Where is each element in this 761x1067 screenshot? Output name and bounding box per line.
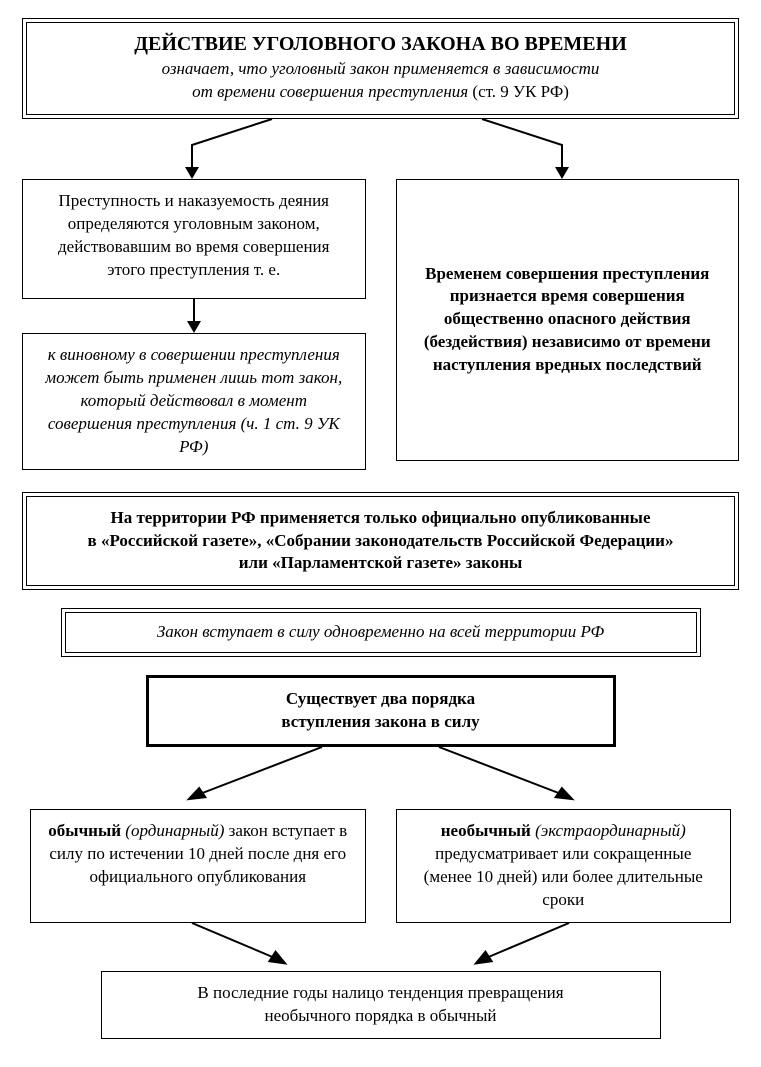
dual-box: Существует два порядка вступления закона…: [146, 675, 616, 747]
ordinary-bold: обычный: [48, 821, 121, 840]
pub-line2: в «Российской газете», «Собрании законод…: [41, 530, 720, 553]
right1-text: Временем совершения преступления признае…: [411, 263, 725, 378]
pub-box: На территории РФ применяется только офиц…: [22, 492, 739, 591]
simul-box: Закон вступает в силу одновременно на вс…: [61, 608, 701, 657]
pub-box-inner: На территории РФ применяется только офиц…: [26, 496, 735, 587]
dual-line2: вступления закона в силу: [163, 711, 599, 734]
row-top: Преступность и наказуемость деяния опред…: [22, 179, 739, 470]
arrow-split-svg-2: [22, 747, 739, 809]
trend-box: В последние годы налицо тенденция превра…: [101, 971, 661, 1039]
extra-bold: необычный: [441, 821, 531, 840]
pub-line3: или «Парламентской газете» законы: [41, 552, 720, 575]
arrow-split-dual: [22, 747, 739, 809]
trend-line2: необычного порядка в обычный: [116, 1005, 646, 1028]
arrow-left-svg: [174, 299, 214, 333]
arrow-converge-svg: [22, 923, 739, 971]
extra-rest: предусматривает или сокращенные (менее 1…: [424, 844, 703, 909]
header-line2-italic: от времени совершения преступления: [192, 82, 472, 101]
left1-text: Преступность и наказуемость деяния опред…: [58, 191, 329, 279]
simul-text: Закон вступает в силу одновременно на вс…: [65, 612, 697, 653]
header-title: ДЕЙСТВИЕ УГОЛОВНОГО ЗАКОНА ВО ВРЕМЕНИ: [41, 31, 720, 58]
extra-ital: (экстраординарный): [531, 821, 686, 840]
arrow-left-down: [22, 299, 366, 333]
dual-line1: Существует два порядка: [163, 688, 599, 711]
row-bottom: обычный (ординарный) закон вступает в си…: [22, 809, 739, 923]
left1-box: Преступность и наказуемость деяния опред…: [22, 179, 366, 299]
pub-line1: На территории РФ применяется только офиц…: [41, 507, 720, 530]
arrow-split-svg-1: [22, 119, 739, 179]
ordinary-box: обычный (ординарный) закон вступает в си…: [30, 809, 366, 923]
right1-box: Временем совершения преступления признае…: [396, 179, 740, 461]
ordinary-ital: (ординарный): [121, 821, 229, 840]
header-line2-plain: (ст. 9 УК РФ): [472, 82, 569, 101]
left2-box: к виновному в совершении преступления мо…: [22, 333, 366, 470]
header-line1: означает, что уголовный закон применяетс…: [41, 58, 720, 81]
header-line2: от времени совершения преступления (ст. …: [41, 81, 720, 104]
header-box: ДЕЙСТВИЕ УГОЛОВНОГО ЗАКОНА ВО ВРЕМЕНИ оз…: [22, 18, 739, 119]
left2-text: к виновному в совершении преступления мо…: [45, 345, 342, 456]
trend-line1: В последние годы налицо тенденция превра…: [116, 982, 646, 1005]
extra-box: необычный (экстраординарный) предусматри…: [396, 809, 732, 923]
header-box-inner: ДЕЙСТВИЕ УГОЛОВНОГО ЗАКОНА ВО ВРЕМЕНИ оз…: [26, 22, 735, 115]
arrow-converge: [22, 923, 739, 971]
arrow-split-top: [22, 119, 739, 179]
